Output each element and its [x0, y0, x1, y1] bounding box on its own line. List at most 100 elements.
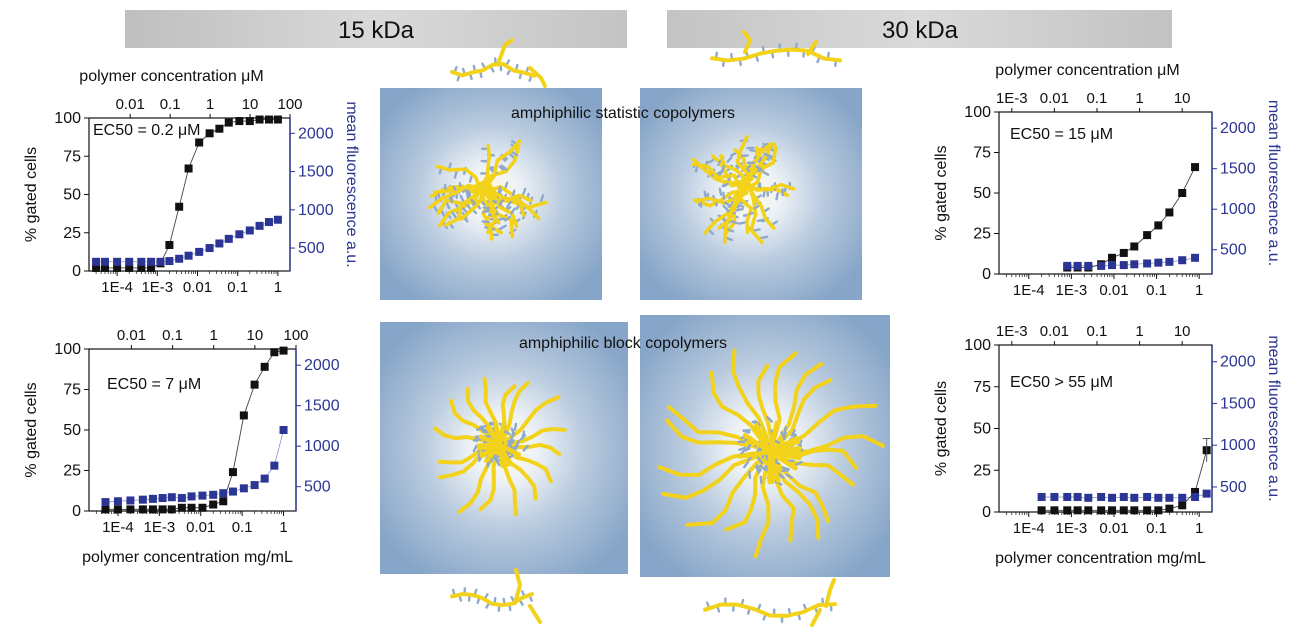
- y-axis-label: % gated cells: [933, 145, 950, 240]
- polymer-chain: [722, 183, 742, 244]
- y2-tick-label: 500: [1220, 479, 1247, 496]
- polymer-chain: [498, 380, 530, 447]
- side-group: [781, 469, 790, 473]
- data-point: [198, 491, 207, 500]
- data-point: [1165, 257, 1174, 266]
- y-tick-label: 75: [63, 148, 81, 165]
- top-tick-label: 0.1: [162, 327, 183, 344]
- top-tick-label: 0.1: [1087, 323, 1108, 340]
- data-point: [92, 257, 101, 266]
- data-point: [113, 263, 122, 272]
- data-point: [1084, 506, 1093, 515]
- side-group: [479, 425, 488, 429]
- data-point: [100, 257, 109, 266]
- side-group: [759, 235, 769, 240]
- data-point: [1119, 506, 1128, 515]
- data-point: [1073, 506, 1082, 515]
- y2-tick-label: 500: [298, 240, 325, 257]
- plot-frame: [88, 348, 297, 512]
- y-tick-label: 75: [973, 145, 991, 162]
- data-point: [224, 118, 233, 127]
- polymer-chain: [528, 66, 547, 88]
- data-point: [113, 505, 122, 514]
- top-tick-label: 1E-3: [996, 90, 1028, 107]
- data-point: [167, 493, 176, 502]
- data-point: [1084, 261, 1093, 270]
- data-point: [137, 257, 146, 266]
- data-point: [175, 254, 184, 263]
- data-point: [101, 505, 110, 514]
- data-point: [1037, 492, 1046, 501]
- data-point: [250, 481, 259, 490]
- data-point: [156, 257, 165, 266]
- data-point: [148, 494, 157, 503]
- polymer-sketch: [703, 597, 837, 623]
- data-point: [1097, 261, 1106, 270]
- bottom-axis-title: polymer concentration mg/mL: [995, 550, 1206, 567]
- chart-top-left: 1E-4 1E-3 0.01 0.1 1 0.01 0.1 1 10 100 polymer con…: [23, 68, 360, 296]
- plot-frame: [88, 117, 291, 272]
- block-micelle: [657, 348, 885, 559]
- y-tick-label: 25: [63, 463, 81, 480]
- polymer-chain: [498, 395, 561, 447]
- y-tick-label: 50: [973, 421, 991, 438]
- polymer-chain: [664, 418, 772, 454]
- chart-bottom-left: 1E-4 1E-3 0.01 0.1 1 0.01 0.1 1 10 100 polymer con…: [23, 327, 340, 566]
- label-block-copolymers: amphiphilic block copolymers: [519, 335, 727, 352]
- top-tick-label: 0.01: [1040, 323, 1069, 340]
- plot-frame: [998, 344, 1213, 513]
- side-group: [735, 207, 744, 212]
- data-point: [1154, 258, 1163, 267]
- y-tick-label: 25: [973, 462, 991, 479]
- polymer-chain: [824, 578, 836, 608]
- polymer-chain: [450, 592, 534, 608]
- top-tick-label: 10: [247, 327, 264, 344]
- y-tick-label: 50: [973, 185, 991, 202]
- polymer-chain: [724, 450, 772, 532]
- statistic-micelle: [428, 139, 548, 241]
- x-tick-label: 0.1: [227, 279, 248, 296]
- y2-tick-label: 500: [1220, 242, 1247, 259]
- y2-tick-label: 1000: [298, 202, 334, 219]
- y-tick-label: 0: [72, 503, 81, 520]
- data-point: [205, 129, 214, 138]
- data-point: [1130, 260, 1139, 269]
- y2-tick-label: 1500: [304, 398, 340, 415]
- micelle-illustration: amphiphilic statistic copolymers amphiph…: [380, 30, 890, 627]
- y-tick-label: 100: [964, 337, 991, 354]
- data-point: [158, 494, 167, 503]
- polymer-chain: [767, 449, 775, 485]
- side-group: [468, 174, 473, 183]
- side-group: [777, 472, 785, 479]
- chart-top-right: 1E-4 1E-3 0.01 0.1 1 1E-3 0.01 0.1 1 10 polymer co…: [933, 62, 1282, 299]
- data-point: [177, 494, 186, 503]
- side-group: [495, 458, 501, 467]
- side-group: [755, 465, 761, 474]
- polymer-chain: [496, 38, 514, 66]
- x-tick-label: 0.1: [232, 519, 253, 536]
- polymer-chain: [528, 604, 542, 624]
- polymer-sketch: [710, 42, 842, 68]
- data-point: [219, 497, 228, 506]
- ec50-annotation: EC50 = 0.2 μM: [93, 122, 201, 139]
- label-statistic-copolymers: amphiphilic statistic copolymers: [511, 105, 735, 122]
- data-point: [1178, 189, 1187, 197]
- side-group: [459, 194, 465, 203]
- side-group: [445, 201, 451, 210]
- data-point: [1191, 253, 1200, 262]
- side-group: [756, 456, 764, 464]
- top-tick-label: 1E-3: [996, 323, 1028, 340]
- top-tick-label: 100: [277, 96, 302, 113]
- side-group: [780, 431, 786, 440]
- polymer-chain: [767, 420, 780, 455]
- side-group: [718, 187, 723, 196]
- top-axis-title: polymer concentration μM: [995, 62, 1179, 79]
- data-point: [184, 164, 193, 173]
- polymer-chain: [730, 348, 772, 454]
- polymer-chain: [703, 602, 837, 618]
- data-point: [1119, 248, 1128, 257]
- data-point: [1178, 501, 1187, 510]
- data-point: [1063, 506, 1072, 515]
- data-point: [1191, 487, 1200, 496]
